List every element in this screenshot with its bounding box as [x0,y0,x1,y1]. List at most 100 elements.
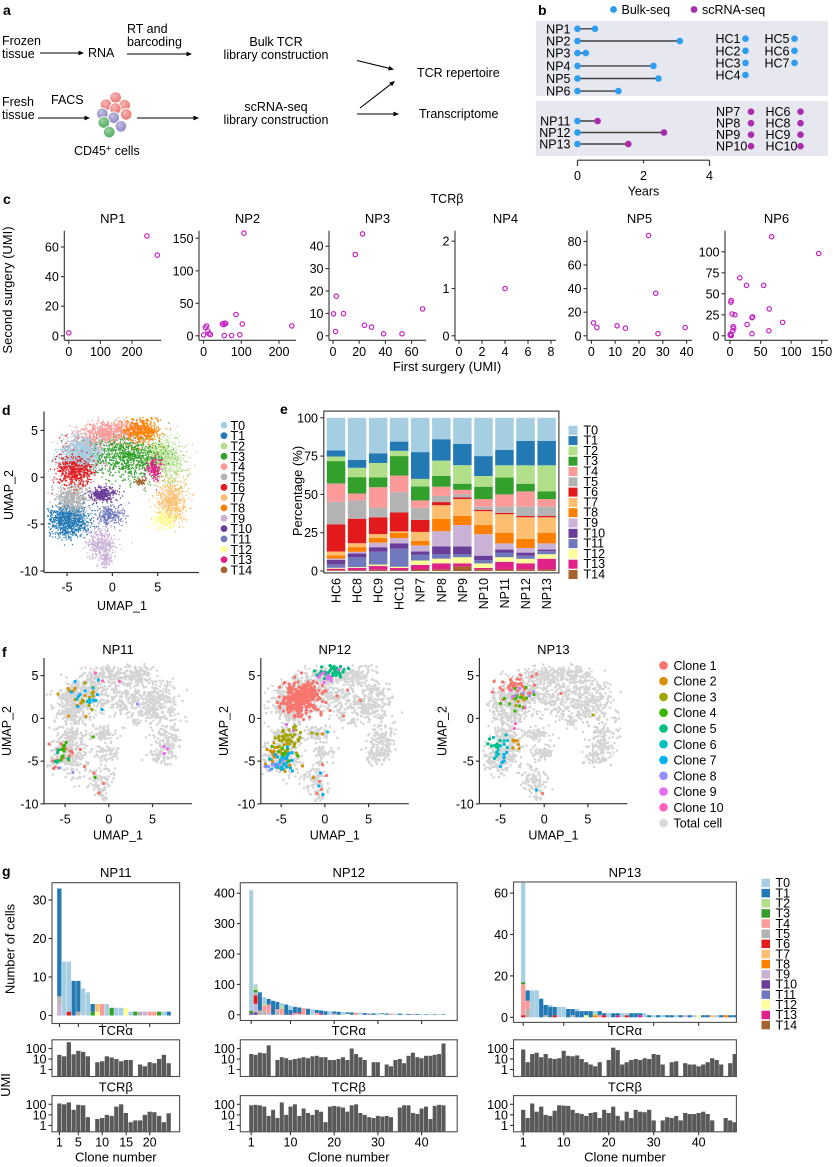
svg-text:200: 200 [214,948,235,962]
svg-text:0: 0 [40,1009,47,1023]
svg-text:0: 0 [321,813,328,827]
svg-text:4: 4 [502,345,509,359]
svg-text:NP4: NP4 [493,211,518,226]
svg-text:UMI: UMI [0,1073,13,1097]
svg-text:100: 100 [173,264,194,278]
svg-text:T13: T13 [776,1008,798,1022]
svg-text:Fresh: Fresh [2,95,34,109]
svg-text:Clone 10: Clone 10 [674,801,724,815]
svg-text:NP13: NP13 [539,138,570,152]
svg-text:HC6: HC6 [765,44,790,58]
svg-text:UMAP_2: UMAP_2 [217,706,231,756]
svg-text:20: 20 [143,1136,157,1150]
svg-text:0: 0 [574,169,581,183]
svg-text:0: 0 [109,581,116,595]
svg-text:20: 20 [494,969,508,983]
svg-text:5: 5 [365,813,372,827]
svg-text:T7: T7 [231,491,246,505]
svg-text:20: 20 [45,300,59,314]
svg-text:TCRα: TCRα [99,1023,134,1038]
svg-text:100: 100 [487,1098,508,1112]
svg-text:1: 1 [40,1119,47,1133]
svg-text:20: 20 [33,932,47,946]
svg-text:40: 40 [692,1136,706,1150]
svg-text:0: 0 [317,329,324,343]
svg-text:library construction: library construction [224,113,329,127]
svg-text:0: 0 [456,345,463,359]
svg-text:100: 100 [90,345,111,359]
svg-text:T11: T11 [776,988,797,1002]
svg-text:Percentage (%): Percentage (%) [290,446,305,536]
svg-text:Total cell: Total cell [674,817,723,831]
svg-text:T3: T3 [776,907,791,921]
svg-text:NP7: NP7 [414,578,428,602]
svg-text:NP13: NP13 [609,865,642,880]
svg-text:20: 20 [632,345,646,359]
svg-text:20: 20 [327,1136,341,1150]
svg-text:10: 10 [95,1136,109,1150]
svg-text:0: 0 [228,1008,235,1022]
svg-text:NP13: NP13 [537,642,570,657]
svg-text:40: 40 [494,928,508,942]
svg-text:T2: T2 [231,439,246,453]
svg-text:T7: T7 [584,495,599,509]
svg-text:Bulk-seq: Bulk-seq [622,3,671,17]
svg-text:10: 10 [310,307,324,321]
svg-text:50: 50 [304,488,318,502]
svg-text:NP11: NP11 [540,115,570,129]
svg-text:10: 10 [33,1108,47,1122]
svg-text:30: 30 [310,262,324,276]
svg-text:NP3: NP3 [546,47,570,61]
svg-text:Clone 9: Clone 9 [674,785,717,799]
svg-text:1: 1 [228,1119,235,1133]
svg-text:T0: T0 [776,876,791,890]
svg-text:10: 10 [284,1136,298,1150]
svg-text:HC8: HC8 [351,578,365,603]
svg-text:TCR repertoire: TCR repertoire [417,66,500,80]
svg-text:20: 20 [310,285,324,299]
svg-text:60: 60 [45,241,59,255]
svg-text:NP12: NP12 [332,865,365,880]
svg-text:Second surgery (UMI): Second surgery (UMI) [0,226,15,353]
svg-text:0: 0 [727,345,734,359]
svg-text:c: c [3,191,11,207]
svg-text:75: 75 [304,450,318,464]
svg-text:a: a [3,2,11,18]
svg-text:5: 5 [32,669,39,683]
svg-text:HC10: HC10 [766,140,798,154]
svg-text:NP8: NP8 [716,117,740,131]
svg-text:1: 1 [501,1063,508,1077]
svg-text:0: 0 [187,329,194,343]
svg-text:NP10: NP10 [477,578,491,609]
svg-text:HC1: HC1 [716,32,741,46]
svg-text:UMAP_1: UMAP_1 [97,599,147,613]
svg-text:0: 0 [32,712,39,726]
svg-text:5: 5 [154,581,161,595]
svg-text:80: 80 [568,235,582,249]
svg-text:100: 100 [231,345,252,359]
svg-text:NP10: NP10 [716,140,747,154]
svg-text:Clone 3: Clone 3 [674,690,717,704]
svg-text:CD45+ cells: CD45+ cells [74,144,140,159]
svg-text:TCRβ: TCRβ [332,1079,366,1094]
svg-text:T2: T2 [776,897,791,911]
svg-text:0: 0 [311,565,318,579]
svg-text:HC7: HC7 [765,56,790,70]
svg-text:T10: T10 [231,522,253,536]
svg-text:10: 10 [33,971,47,985]
svg-text:0: 0 [467,712,474,726]
svg-text:Years: Years [628,185,660,199]
svg-text:60: 60 [405,345,419,359]
svg-text:T8: T8 [231,501,246,515]
svg-text:NP12: NP12 [539,126,570,140]
svg-text:0: 0 [31,471,38,485]
svg-text:0: 0 [501,1011,508,1025]
svg-text:NP11: NP11 [498,578,512,608]
svg-text:HC6: HC6 [330,578,344,603]
svg-text:T5: T5 [776,927,791,941]
svg-text:T2: T2 [584,444,599,458]
svg-text:T1: T1 [584,434,599,448]
svg-text:HC9: HC9 [372,578,386,603]
svg-text:NP1: NP1 [100,211,125,226]
svg-text:0: 0 [65,345,72,359]
